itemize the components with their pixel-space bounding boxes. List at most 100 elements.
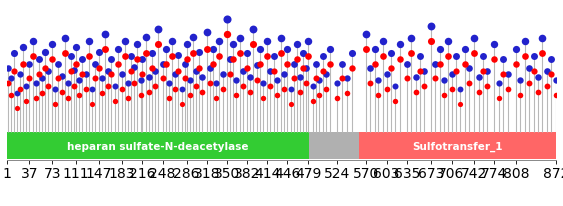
Point: [110, 100, 119, 103]
Point: [202, 48, 211, 51]
Point: [499, 58, 508, 61]
Point: [315, 79, 324, 82]
Point: [326, 48, 335, 51]
Point: [249, 28, 258, 32]
Point: [218, 88, 227, 91]
Point: [78, 58, 87, 61]
Point: [494, 97, 503, 100]
Point: [378, 40, 387, 44]
Point: [269, 55, 278, 59]
Point: [51, 88, 60, 91]
Point: [318, 55, 327, 59]
Point: [78, 73, 87, 76]
Point: [238, 85, 247, 88]
Point: [479, 70, 488, 73]
Point: [370, 63, 379, 66]
Point: [516, 94, 525, 97]
Point: [133, 43, 142, 47]
Point: [48, 58, 57, 61]
Point: [452, 70, 461, 73]
Point: [391, 100, 400, 103]
Point: [342, 92, 351, 96]
Point: [138, 58, 147, 61]
Point: [263, 40, 272, 44]
Point: [447, 73, 456, 76]
Point: [34, 58, 43, 61]
Point: [321, 73, 330, 76]
Point: [127, 70, 136, 73]
Point: [141, 52, 150, 56]
Point: [9, 52, 18, 56]
Point: [311, 77, 320, 81]
Point: [185, 79, 194, 82]
Point: [174, 70, 183, 73]
Point: [171, 73, 180, 76]
Point: [51, 103, 60, 106]
Point: [440, 94, 449, 97]
Point: [101, 33, 110, 36]
Point: [483, 70, 492, 73]
Point: [19, 63, 28, 66]
Point: [107, 58, 116, 61]
Point: [101, 48, 110, 51]
Point: [164, 82, 173, 85]
Point: [395, 58, 404, 61]
Point: [474, 76, 483, 79]
Point: [232, 79, 241, 82]
Point: [95, 67, 104, 70]
Point: [189, 36, 198, 39]
Point: [391, 85, 400, 88]
Point: [494, 82, 503, 85]
Point: [44, 70, 53, 73]
Point: [525, 67, 534, 70]
Point: [177, 88, 186, 91]
Point: [123, 82, 132, 85]
Point: [483, 85, 492, 88]
Point: [215, 55, 224, 59]
Point: [255, 48, 264, 51]
Point: [289, 77, 298, 81]
Point: [144, 76, 153, 79]
Point: [150, 85, 159, 88]
Point: [302, 82, 311, 85]
Point: [75, 94, 84, 97]
Point: [370, 48, 379, 51]
Point: [232, 94, 241, 97]
Point: [311, 63, 320, 66]
Point: [34, 73, 43, 76]
Point: [38, 77, 47, 81]
Text: Sulfotransfer_1: Sulfotransfer_1: [413, 141, 503, 151]
Point: [16, 88, 25, 91]
Point: [195, 67, 204, 70]
Point: [168, 55, 177, 59]
Point: [22, 85, 31, 88]
Point: [12, 92, 21, 96]
Point: [198, 76, 207, 79]
Point: [28, 55, 37, 59]
Point: [538, 52, 547, 56]
Point: [19, 46, 28, 50]
Point: [243, 67, 252, 70]
Point: [171, 88, 180, 91]
Point: [520, 55, 529, 59]
Point: [255, 63, 264, 66]
Point: [296, 76, 305, 79]
Point: [215, 40, 224, 44]
Point: [32, 97, 41, 100]
Point: [249, 43, 258, 47]
Point: [470, 37, 479, 41]
Point: [464, 67, 473, 70]
Point: [534, 76, 543, 79]
Point: [347, 52, 356, 56]
Point: [158, 77, 167, 81]
Point: [12, 107, 21, 110]
Point: [41, 67, 50, 70]
Point: [435, 48, 444, 51]
Point: [420, 70, 429, 73]
Point: [66, 70, 75, 73]
Point: [25, 77, 34, 81]
Point: [326, 63, 335, 66]
Point: [280, 88, 289, 91]
Point: [44, 85, 53, 88]
Point: [272, 94, 282, 97]
